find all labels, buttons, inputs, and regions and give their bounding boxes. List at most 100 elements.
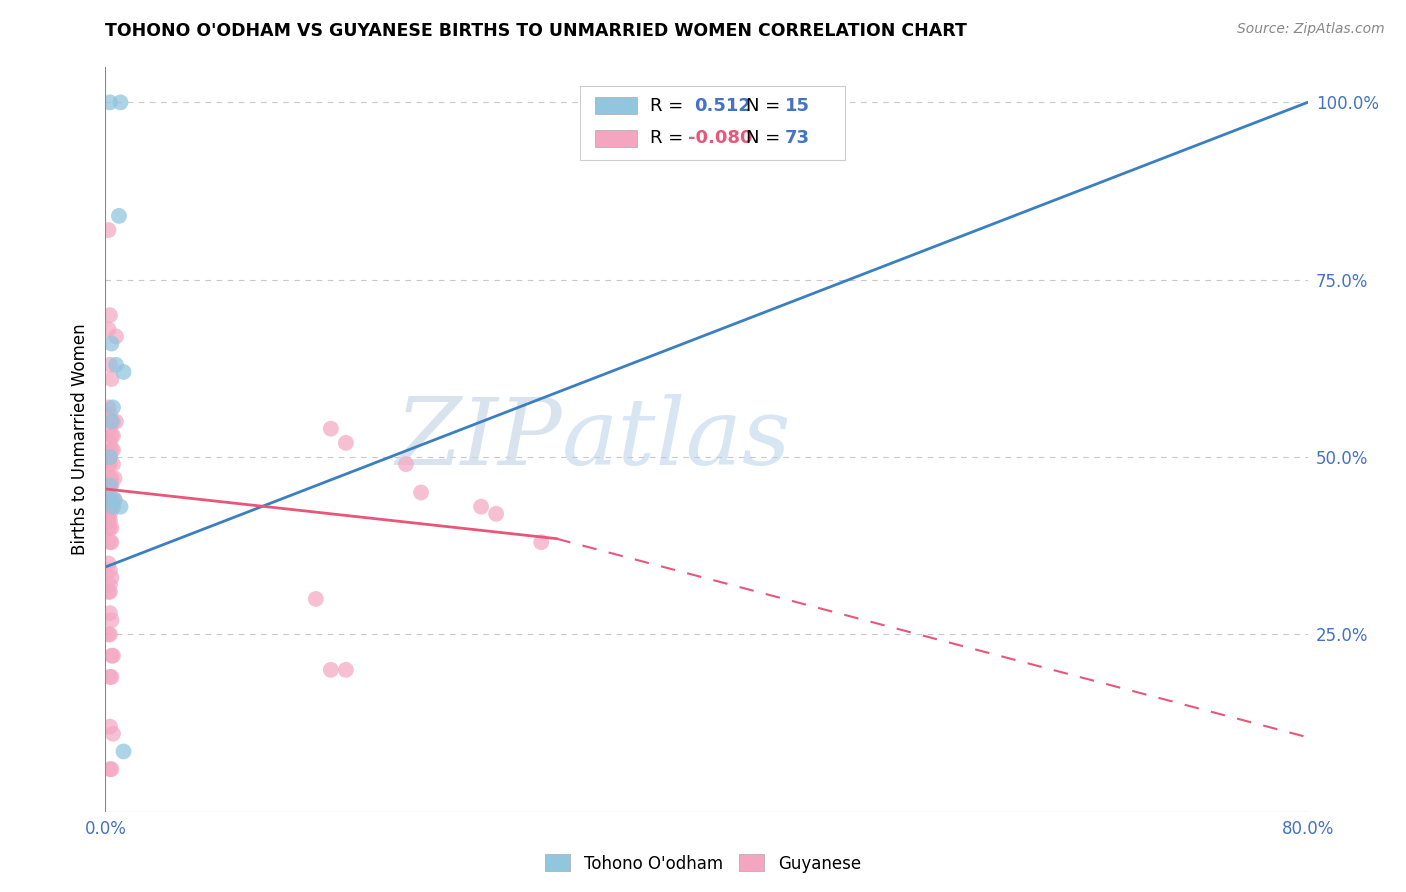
Point [98, 720, 121, 734]
Point [101, 457, 124, 471]
Point [98, 670, 121, 684]
Point [485, 507, 508, 521]
Bar [595, 97, 637, 114]
Y-axis label: Births to Unmarried Women: Births to Unmarried Women [72, 324, 90, 555]
Point [98, 564, 121, 578]
Point [101, 648, 124, 663]
Point [97, 457, 120, 471]
Point [103, 471, 125, 485]
Point [97, 223, 120, 237]
Point [101, 401, 124, 415]
Text: R =: R = [650, 96, 689, 115]
Point [98, 358, 121, 372]
Point [104, 415, 127, 429]
Point [98, 478, 121, 492]
Point [98, 606, 121, 620]
Point [98, 478, 121, 492]
Point [395, 457, 418, 471]
Point [98, 492, 121, 507]
Point [103, 492, 125, 507]
Point [100, 471, 122, 485]
Point [108, 209, 131, 223]
Point [100, 521, 122, 535]
Point [319, 663, 342, 677]
Point [97, 322, 120, 336]
Point [98, 627, 121, 641]
Point [112, 365, 135, 379]
Point [97, 627, 120, 641]
Point [98, 578, 121, 592]
Point [101, 500, 124, 514]
Point [98, 450, 121, 464]
Point [97, 521, 120, 535]
Text: R =: R = [650, 129, 689, 147]
Point [97, 485, 120, 500]
Text: Source: ZipAtlas.com: Source: ZipAtlas.com [1237, 22, 1385, 37]
Point [100, 500, 122, 514]
Text: -0.080: -0.080 [689, 129, 754, 147]
Point [97, 500, 120, 514]
Text: TOHONO O'ODHAM VS GUYANESE BIRTHS TO UNMARRIED WOMEN CORRELATION CHART: TOHONO O'ODHAM VS GUYANESE BIRTHS TO UNM… [105, 22, 967, 40]
Point [101, 500, 124, 514]
Point [98, 422, 121, 436]
Point [100, 442, 122, 457]
Text: N =: N = [747, 96, 786, 115]
Point [98, 514, 121, 528]
Point [470, 500, 492, 514]
Point [97, 507, 120, 521]
Point [100, 648, 122, 663]
Point [110, 95, 132, 110]
Point [98, 408, 121, 422]
Point [305, 591, 328, 606]
Point [101, 727, 124, 741]
Point [98, 500, 121, 514]
Point [98, 507, 121, 521]
Point [100, 336, 122, 351]
Point [98, 492, 121, 507]
Text: ZIP: ZIP [395, 394, 562, 484]
Point [97, 492, 120, 507]
Point [100, 492, 122, 507]
Point [100, 478, 122, 492]
Point [98, 450, 121, 464]
Point [335, 663, 357, 677]
Point [97, 584, 120, 599]
Point [97, 557, 120, 571]
Point [101, 415, 124, 429]
Point [530, 535, 553, 549]
Point [100, 415, 122, 429]
Point [100, 613, 122, 627]
Text: N =: N = [747, 129, 786, 147]
Point [100, 429, 122, 443]
Point [98, 584, 121, 599]
Point [98, 308, 121, 322]
Text: 15: 15 [785, 96, 810, 115]
Point [110, 500, 132, 514]
Text: atlas: atlas [562, 394, 792, 484]
Point [319, 422, 342, 436]
Bar [581, 86, 845, 160]
Point [101, 429, 124, 443]
Point [98, 762, 121, 776]
Point [98, 95, 121, 110]
Point [98, 457, 121, 471]
Point [98, 521, 121, 535]
Point [335, 435, 357, 450]
Point [100, 372, 122, 386]
Point [104, 329, 127, 343]
Point [100, 670, 122, 684]
Text: 73: 73 [785, 129, 810, 147]
Point [98, 435, 121, 450]
Bar [595, 130, 637, 146]
Point [103, 492, 125, 507]
Point [409, 485, 432, 500]
Point [100, 762, 122, 776]
Point [98, 535, 121, 549]
Text: 0.512: 0.512 [695, 96, 751, 115]
Point [100, 535, 122, 549]
Point [97, 514, 120, 528]
Point [101, 442, 124, 457]
Point [97, 401, 120, 415]
Point [104, 358, 127, 372]
Point [98, 471, 121, 485]
